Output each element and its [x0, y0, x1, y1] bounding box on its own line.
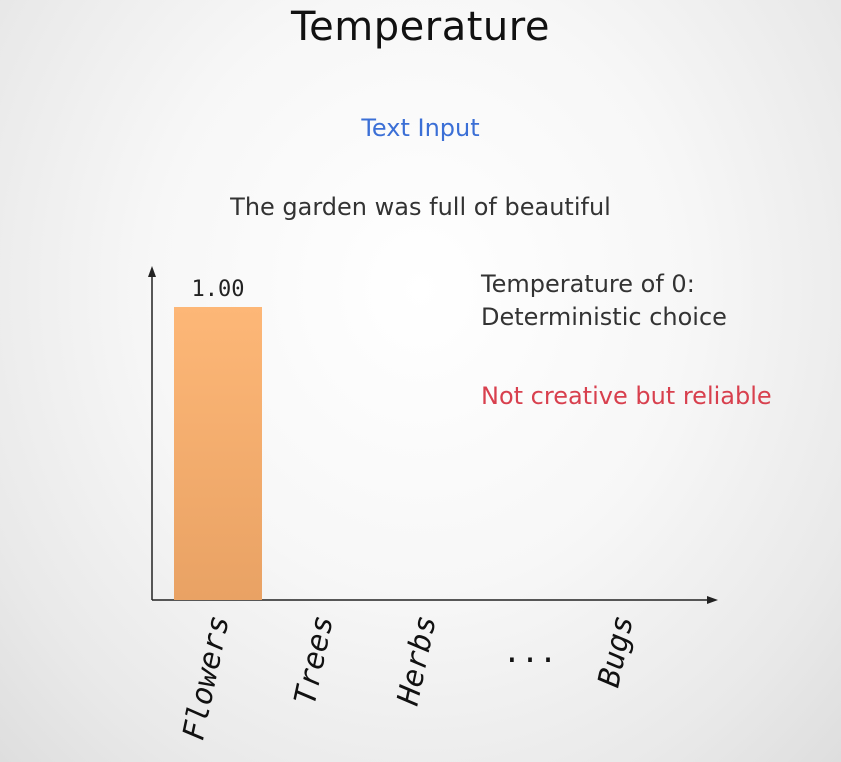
tick-label-ellipsis: ...: [503, 635, 557, 670]
tick-label-bugs: Bugs: [592, 612, 641, 690]
bar-value-label: 1.00: [192, 277, 245, 302]
slide-title: Temperature: [291, 4, 550, 50]
tick-labels-group: Flowers Trees Herbs... Bugs: [176, 612, 641, 743]
tick-label-trees: Trees: [288, 612, 341, 708]
bars-group: [174, 307, 262, 600]
text-input-label: Text Input: [361, 114, 480, 142]
x-axis-arrow-icon: [707, 596, 718, 604]
tick-label-herbs: Herbs: [391, 612, 444, 709]
input-sentence: The garden was full of beautiful: [230, 193, 611, 221]
bar-labels-group: 1.00: [192, 277, 245, 302]
tick-label-flowers: Flowers: [176, 612, 237, 743]
bar-flowers: [174, 307, 262, 600]
temperature-note: Temperature of 0: Deterministic choice: [481, 270, 727, 331]
y-axis-arrow-icon: [148, 266, 156, 277]
reliability-note: Not creative but reliable: [481, 382, 772, 410]
